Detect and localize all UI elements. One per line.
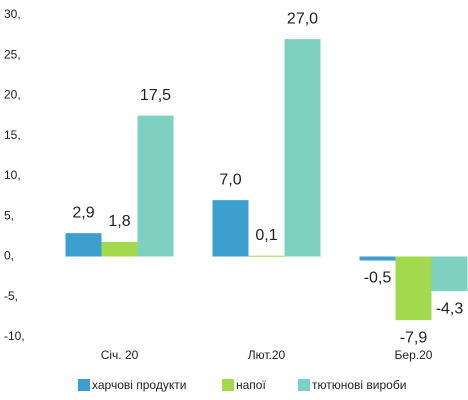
legend-swatch (222, 379, 234, 391)
data-label: -0,5 (364, 270, 392, 287)
data-label: 0,1 (255, 227, 277, 244)
bar (359, 256, 396, 261)
bar (212, 200, 249, 257)
legend-swatch (78, 379, 90, 391)
data-label: 2,9 (72, 204, 94, 221)
x-tick-label: Лют.20 (248, 348, 286, 362)
y-tick-label: 5, (4, 208, 14, 222)
x-tick-label: Бер.20 (395, 348, 433, 362)
y-tick-label: 30, (4, 7, 21, 21)
legend-swatch (298, 379, 310, 391)
data-label: 7,0 (219, 171, 241, 188)
y-tick-label: 0, (4, 249, 14, 263)
data-label: -4,3 (436, 300, 464, 317)
y-tick-label: -5, (4, 289, 18, 303)
y-tick-label: 20, (4, 88, 21, 102)
bar (248, 255, 285, 257)
bar (284, 39, 321, 257)
bar (137, 115, 174, 257)
bar (65, 233, 102, 257)
bar (101, 242, 138, 257)
y-tick-label: 25, (4, 47, 21, 61)
data-label: 27,0 (287, 10, 318, 27)
x-tick-label: Січ. 20 (101, 348, 139, 362)
y-tick-label: 15, (4, 128, 21, 142)
data-label: 17,5 (140, 87, 171, 104)
y-tick-label: 10, (4, 168, 21, 182)
legend-label: напої (236, 378, 266, 392)
bar (431, 256, 468, 292)
data-label: 1,8 (108, 213, 130, 230)
data-label: -7,9 (400, 329, 428, 346)
bar (395, 256, 432, 321)
legend-label: тютюнові вироби (312, 378, 406, 392)
legend-label: харчові продукти (92, 378, 186, 392)
y-tick-label: -10, (4, 329, 25, 343)
